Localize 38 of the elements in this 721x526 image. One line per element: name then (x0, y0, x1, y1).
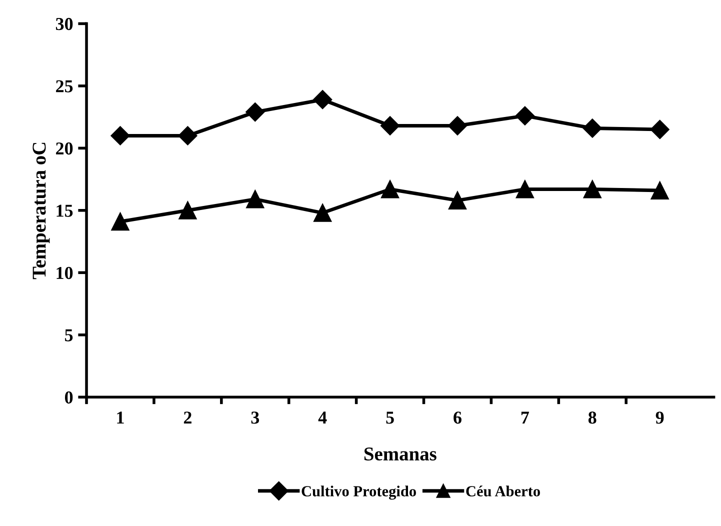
point (313, 90, 332, 110)
point (515, 106, 534, 126)
point (650, 181, 669, 200)
x-tick-label: 6 (454, 412, 462, 424)
point (516, 180, 534, 198)
x-tick-label: 4 (318, 412, 327, 424)
legend-label: Céu Aberto (466, 486, 540, 496)
point (178, 126, 198, 146)
y-tick-label: 0 (64, 391, 73, 404)
point (314, 204, 332, 222)
x-tick-label: 3 (251, 412, 260, 424)
y-tick-label: 15 (56, 204, 73, 217)
point (111, 212, 130, 231)
point (246, 190, 264, 208)
y-tick-label: 30 (56, 18, 73, 30)
point (448, 116, 468, 136)
point (110, 126, 130, 146)
point (246, 102, 265, 122)
x-tick-label: 1 (117, 412, 124, 424)
point (380, 116, 400, 136)
point (178, 201, 197, 220)
x-tick-label: 9 (656, 412, 664, 424)
legend-label: Cultivo Protegido (302, 486, 416, 500)
point (448, 191, 467, 210)
x-tick-label: 7 (521, 412, 530, 424)
y-tick-label: 20 (56, 142, 73, 155)
y-tick-label: 5 (65, 329, 73, 342)
x-tick-label: 2 (184, 412, 192, 424)
point (381, 180, 400, 198)
x-tick-label: 5 (386, 412, 394, 424)
point (650, 120, 670, 140)
y-tick-label: 10 (56, 266, 73, 280)
x-axis-title: Semanas (364, 447, 436, 461)
y-tick-label: 25 (56, 80, 73, 92)
point (583, 180, 602, 198)
x-tick-label: 8 (588, 412, 596, 424)
y-axis-title: Temperatura oC (32, 142, 50, 280)
point (582, 118, 602, 138)
